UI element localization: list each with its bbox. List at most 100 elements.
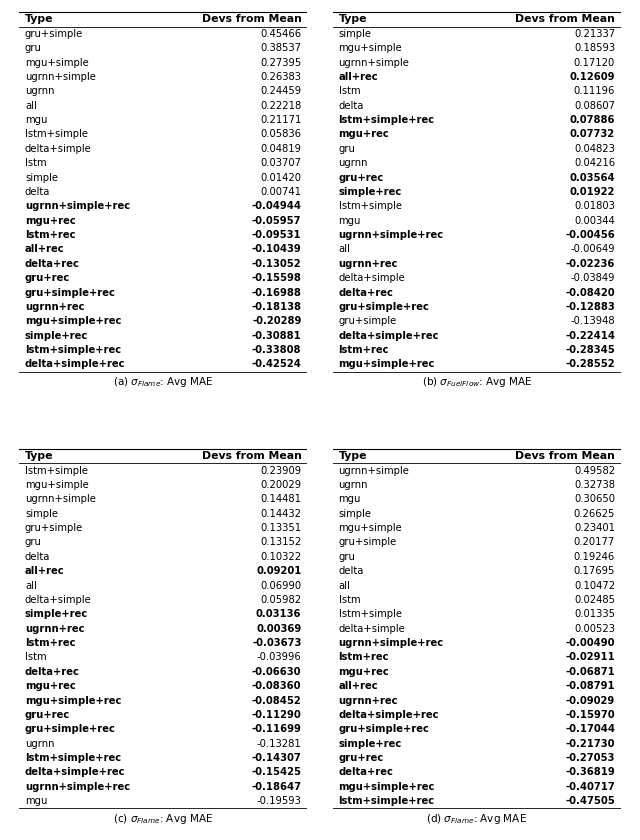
Text: delta: delta [339,101,364,111]
Text: -0.17044: -0.17044 [565,724,615,734]
Text: mgu+simple: mgu+simple [25,58,89,67]
Text: gru+simple+rec: gru+simple+rec [339,302,429,312]
Text: ugrnn: ugrnn [339,158,368,168]
Text: -0.06871: -0.06871 [565,667,615,677]
Text: -0.36819: -0.36819 [565,768,615,778]
Text: -0.03673: -0.03673 [252,638,301,648]
Text: ugrnn: ugrnn [339,480,368,490]
Text: (c) $\sigma_{Flame}$: Avg MAE: (c) $\sigma_{Flame}$: Avg MAE [113,812,213,827]
Text: lstm: lstm [339,595,360,605]
Text: 0.17120: 0.17120 [574,58,615,67]
Text: 0.14481: 0.14481 [260,495,301,504]
Text: -0.04944: -0.04944 [252,202,301,212]
Text: -0.42524: -0.42524 [252,360,301,370]
Text: gru+simple+rec: gru+simple+rec [25,287,116,297]
Text: -0.28552: -0.28552 [565,360,615,370]
Text: gru+rec: gru+rec [339,753,384,763]
Text: delta+simple+rec: delta+simple+rec [339,331,439,341]
Text: gru+simple: gru+simple [339,317,397,326]
Text: 0.24459: 0.24459 [260,87,301,97]
Text: gru: gru [25,538,42,548]
Text: 0.13351: 0.13351 [260,523,301,533]
Text: -0.00649: -0.00649 [570,244,615,255]
Text: Devs from Mean: Devs from Mean [202,14,301,24]
Text: lstm+simple+rec: lstm+simple+rec [339,115,435,125]
Text: 0.21337: 0.21337 [574,29,615,39]
Text: 0.03136: 0.03136 [256,609,301,619]
Text: -0.18138: -0.18138 [252,302,301,312]
Text: lstm+simple+rec: lstm+simple+rec [339,796,435,806]
Text: 0.01335: 0.01335 [574,609,615,619]
Text: 0.08607: 0.08607 [574,101,615,111]
Text: -0.15598: -0.15598 [252,273,301,283]
Text: mgu: mgu [339,216,361,226]
Text: lstm: lstm [25,653,47,663]
Text: mgu: mgu [339,495,361,504]
Text: Devs from Mean: Devs from Mean [515,451,615,461]
Text: (d) $\sigma_{Flame}$: Avg MAE: (d) $\sigma_{Flame}$: Avg MAE [426,812,527,827]
Text: 0.26625: 0.26625 [573,509,615,519]
Text: 0.07732: 0.07732 [570,129,615,139]
Text: simple+rec: simple+rec [339,738,402,748]
Text: simple+rec: simple+rec [339,187,402,197]
Text: -0.18647: -0.18647 [252,782,301,792]
Text: -0.05957: -0.05957 [252,216,301,226]
Text: -0.11699: -0.11699 [252,724,301,734]
Text: Type: Type [339,14,367,24]
Text: lstm+simple+rec: lstm+simple+rec [25,345,121,355]
Text: delta+simple: delta+simple [339,273,405,283]
Text: all: all [339,580,351,591]
Text: -0.03996: -0.03996 [257,653,301,663]
Text: 0.27395: 0.27395 [260,58,301,67]
Text: 0.06990: 0.06990 [260,580,301,591]
Text: -0.03849: -0.03849 [570,273,615,283]
Text: -0.09029: -0.09029 [566,696,615,706]
Text: -0.21730: -0.21730 [566,738,615,748]
Text: 0.02485: 0.02485 [574,595,615,605]
Text: 0.20029: 0.20029 [260,480,301,490]
Text: lstm+rec: lstm+rec [25,638,76,648]
Text: gru+rec: gru+rec [339,172,384,182]
Text: gru+simple: gru+simple [339,538,397,548]
Text: -0.08360: -0.08360 [252,681,301,691]
Text: -0.30881: -0.30881 [252,331,301,341]
Text: lstm+simple: lstm+simple [339,609,401,619]
Text: 0.00741: 0.00741 [260,187,301,197]
Text: Type: Type [25,451,54,461]
Text: 0.04819: 0.04819 [260,144,301,154]
Text: -0.22414: -0.22414 [565,331,615,341]
Text: gru+simple: gru+simple [25,523,83,533]
Text: mgu+simple: mgu+simple [339,523,403,533]
Text: simple: simple [25,172,58,182]
Text: ugrnn+rec: ugrnn+rec [339,696,398,706]
Text: gru: gru [25,43,42,53]
Text: 0.14432: 0.14432 [260,509,301,519]
Text: ugrnn+simple: ugrnn+simple [25,495,96,504]
Text: gru+simple+rec: gru+simple+rec [339,724,429,734]
Text: mgu+rec: mgu+rec [25,216,76,226]
Text: delta+simple+rec: delta+simple+rec [25,768,125,778]
Text: -0.28345: -0.28345 [565,345,615,355]
Text: gru+simple: gru+simple [25,29,83,39]
Text: 0.03564: 0.03564 [570,172,615,182]
Text: -0.00456: -0.00456 [565,230,615,240]
Text: -0.16988: -0.16988 [252,287,301,297]
Text: 0.23401: 0.23401 [574,523,615,533]
Text: (a) $\sigma_{Flame}$: Avg MAE: (a) $\sigma_{Flame}$: Avg MAE [113,375,214,390]
Text: Devs from Mean: Devs from Mean [515,14,615,24]
Text: simple: simple [25,509,58,519]
Text: ugrnn+simple: ugrnn+simple [339,58,410,67]
Text: 0.00344: 0.00344 [574,216,615,226]
Text: 0.21171: 0.21171 [260,115,301,125]
Text: simple: simple [339,509,372,519]
Text: -0.06630: -0.06630 [252,667,301,677]
Text: 0.05836: 0.05836 [260,129,301,139]
Text: simple+rec: simple+rec [25,331,88,341]
Text: -0.09531: -0.09531 [252,230,301,240]
Text: -0.47505: -0.47505 [565,796,615,806]
Text: -0.08420: -0.08420 [565,287,615,297]
Text: -0.14307: -0.14307 [252,753,301,763]
Text: ugrnn+simple: ugrnn+simple [25,72,96,82]
Text: delta: delta [25,187,51,197]
Text: delta+rec: delta+rec [25,259,80,269]
